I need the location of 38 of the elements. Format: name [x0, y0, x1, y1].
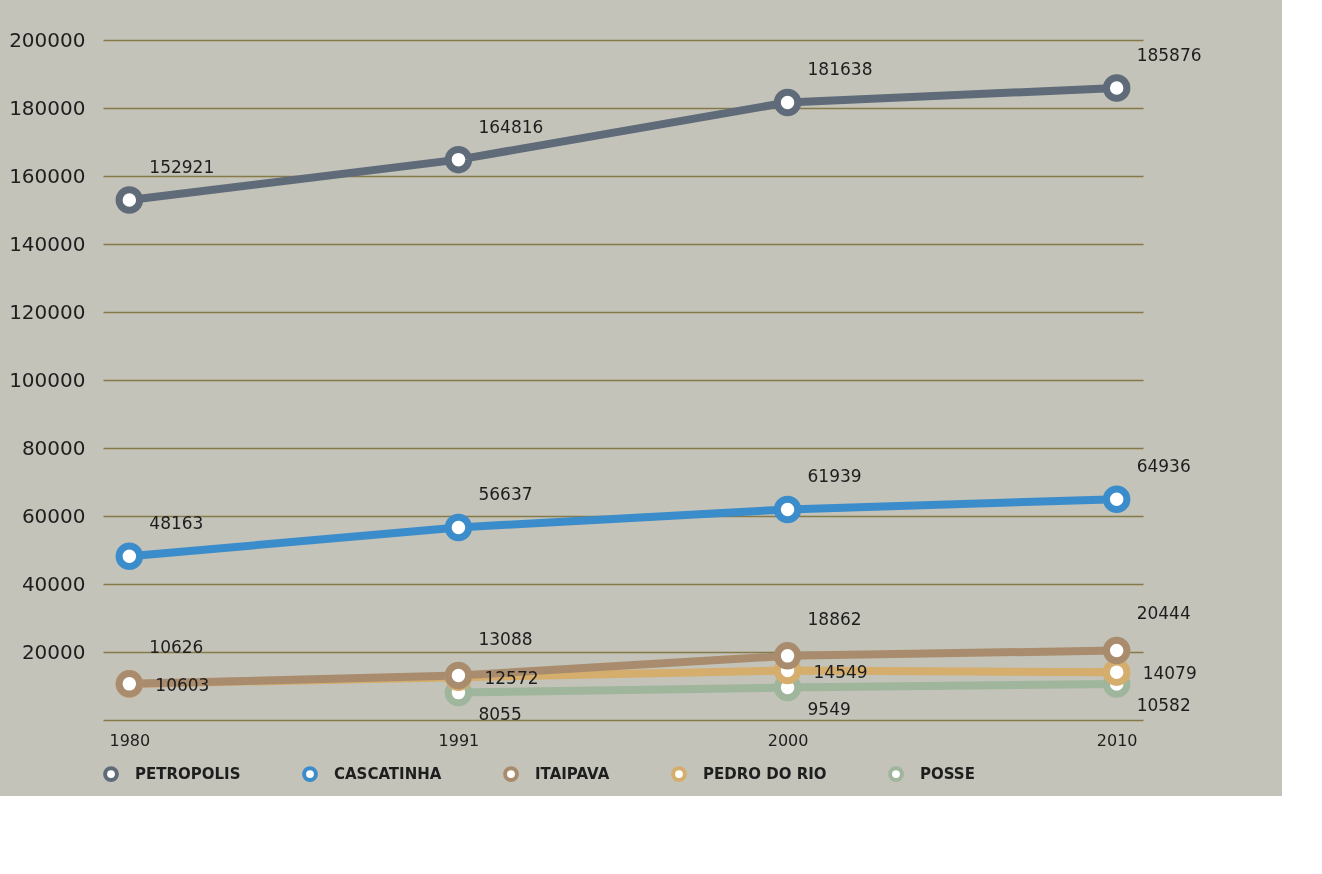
- legend-label: PEDRO DO RIO: [703, 765, 827, 784]
- data-label: 64936: [1136, 456, 1191, 477]
- data-label: 10626: [149, 636, 204, 657]
- legend-label: CASCATINHA: [334, 765, 442, 784]
- x-tick-label: 2010: [1096, 730, 1138, 750]
- y-tick-label: 40000: [21, 571, 86, 596]
- data-label: 9549: [807, 698, 851, 719]
- y-tick-label: 160000: [9, 163, 86, 188]
- data-label: 10582: [1136, 695, 1191, 716]
- y-tick-label: 100000: [9, 367, 86, 392]
- y-tick-label: 200000: [9, 27, 86, 52]
- x-tick-label: 2000: [767, 730, 809, 750]
- data-label: 10603: [155, 674, 210, 695]
- data-label: 8055: [478, 703, 522, 724]
- y-tick-label: 60000: [21, 503, 86, 528]
- y-tick-label: 20000: [21, 639, 86, 664]
- y-tick-label: 140000: [9, 231, 86, 256]
- data-label: 12572: [484, 668, 539, 689]
- data-label: 152921: [149, 157, 215, 178]
- data-label: 181638: [807, 59, 873, 80]
- data-label: 20444: [1136, 603, 1191, 624]
- x-tick-label: 1991: [438, 730, 480, 750]
- data-label: 164816: [478, 116, 544, 137]
- legend-label: PETROPOLIS: [135, 765, 241, 784]
- data-label: 56637: [478, 484, 533, 505]
- x-tick-label: 1980: [109, 730, 151, 750]
- data-label: 61939: [807, 466, 862, 487]
- y-tick-label: 120000: [9, 299, 86, 324]
- y-tick-label: 180000: [9, 95, 86, 120]
- y-tick-label: 80000: [21, 435, 86, 460]
- data-label: 13088: [478, 628, 533, 649]
- legend-label: ITAIPAVA: [535, 765, 610, 784]
- data-label: 14549: [813, 661, 868, 682]
- data-label: 18862: [807, 608, 862, 629]
- legend-label: POSSE: [920, 765, 975, 784]
- data-label: 48163: [149, 513, 204, 534]
- data-label: 14079: [1142, 663, 1197, 684]
- data-label: 185876: [1136, 45, 1202, 66]
